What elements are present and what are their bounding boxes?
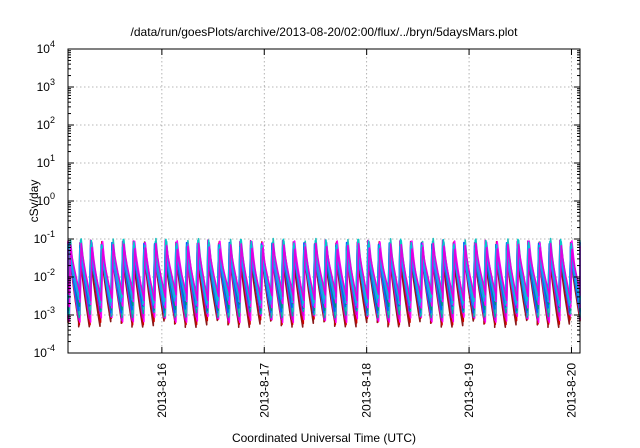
y-tick-label: 10-2 — [34, 267, 55, 284]
y-tick-label: 103 — [37, 77, 55, 94]
x-tick-label: 2013-8-19 — [462, 363, 476, 418]
y-tick-label: 102 — [37, 115, 55, 132]
y-axis-label: cSv/day — [27, 180, 41, 223]
y-tick-label: 10-4 — [34, 343, 55, 360]
y-tick-label: 100 — [37, 191, 55, 208]
x-axis: 2013-8-16 2013-8-17 2013-8-18 2013-8-19 2013… — [155, 49, 578, 418]
y-tick-label: 10-1 — [34, 229, 55, 246]
series-group — [67, 237, 581, 328]
series-line-12 — [67, 242, 581, 302]
x-tick-label: 2013-8-16 — [155, 363, 169, 418]
series-line-10 — [67, 244, 581, 307]
chart-title: /data/run/goesPlots/archive/2013-08-20/0… — [131, 25, 519, 39]
x-tick-label: 2013-8-20 — [564, 363, 578, 418]
y-tick-label: 10-3 — [34, 305, 55, 322]
x-tick-label: 2013-8-17 — [257, 363, 271, 418]
y-axis: 10-4 10-3 10-2 10-1 100 101 102 103 104 — [34, 39, 580, 360]
y-tick-label: 104 — [37, 39, 55, 56]
x-tick-label: 2013-8-18 — [360, 363, 374, 418]
y-tick-label: 101 — [37, 153, 55, 170]
x-axis-label: Coordinated Universal Time (UTC) — [232, 431, 416, 445]
